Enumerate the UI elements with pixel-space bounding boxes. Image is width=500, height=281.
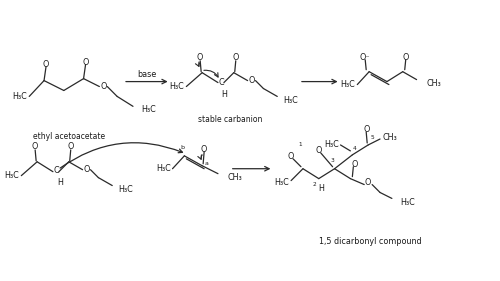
Text: O: O <box>84 165 89 174</box>
Text: H₃C: H₃C <box>170 82 184 91</box>
Text: 4: 4 <box>352 146 356 151</box>
Text: b: b <box>180 146 184 150</box>
Text: O: O <box>68 142 74 151</box>
Text: 5: 5 <box>370 135 374 140</box>
Text: O: O <box>43 60 49 69</box>
Text: O: O <box>82 58 88 67</box>
Text: stable carbanion: stable carbanion <box>198 115 262 124</box>
Text: CH₃: CH₃ <box>228 173 242 182</box>
Text: H₃C: H₃C <box>141 105 156 114</box>
Text: C: C <box>53 166 59 175</box>
Text: H₃C: H₃C <box>340 80 355 89</box>
Text: base: base <box>137 70 156 79</box>
Text: O: O <box>100 82 106 91</box>
Text: O: O <box>232 53 239 62</box>
Text: O: O <box>201 145 207 154</box>
Text: 3: 3 <box>330 158 334 163</box>
Text: H₃C: H₃C <box>12 92 27 101</box>
Text: O: O <box>32 142 38 151</box>
Text: CH₃: CH₃ <box>382 133 397 142</box>
Text: H: H <box>221 90 227 99</box>
Text: C: C <box>218 78 224 87</box>
Text: H₃C: H₃C <box>274 178 289 187</box>
Text: H₃C: H₃C <box>283 96 298 105</box>
Text: 2: 2 <box>313 182 316 187</box>
Text: a: a <box>204 161 208 166</box>
Text: H₃C: H₃C <box>156 164 170 173</box>
Text: O: O <box>363 124 370 133</box>
Text: H₃C: H₃C <box>400 198 414 207</box>
Text: O: O <box>288 152 294 161</box>
Text: H: H <box>57 178 63 187</box>
Text: O: O <box>365 178 372 187</box>
Text: O: O <box>316 146 322 155</box>
Text: H₃C: H₃C <box>4 171 20 180</box>
Text: 1: 1 <box>298 142 302 148</box>
Text: O: O <box>197 53 203 62</box>
Text: 1,5 dicarbonyl compound: 1,5 dicarbonyl compound <box>319 237 422 246</box>
Text: H: H <box>318 184 324 193</box>
Text: CH₃: CH₃ <box>426 79 441 88</box>
Text: ethyl acetoacetate: ethyl acetoacetate <box>32 132 105 140</box>
Text: O: O <box>248 76 255 85</box>
Text: H₃C: H₃C <box>118 185 133 194</box>
Text: H₃C: H₃C <box>324 140 338 149</box>
Text: O: O <box>351 160 358 169</box>
Text: O⁻: O⁻ <box>360 53 370 62</box>
Text: O: O <box>402 53 409 62</box>
